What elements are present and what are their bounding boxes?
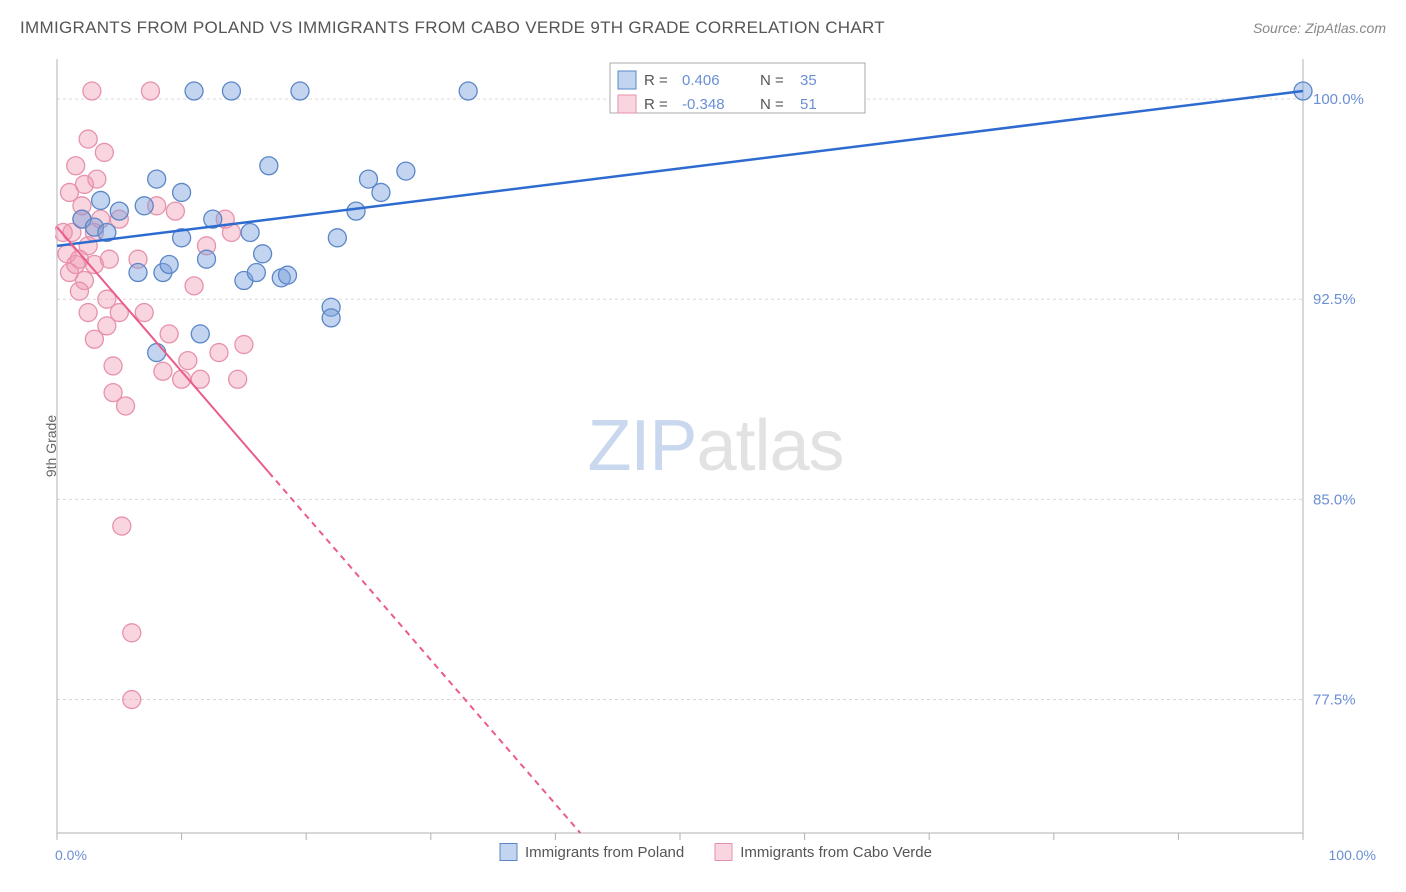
data-point	[372, 183, 390, 201]
data-point	[70, 282, 88, 300]
trend-line	[57, 91, 1303, 246]
data-point	[210, 344, 228, 362]
stats-r-value: -0.348	[682, 96, 725, 113]
data-point	[92, 191, 110, 209]
data-point	[123, 624, 141, 642]
stats-r-value: 0.406	[682, 72, 720, 89]
data-point	[247, 264, 265, 282]
data-point	[117, 397, 135, 415]
data-point	[95, 143, 113, 161]
y-tick-label: 77.5%	[1313, 692, 1356, 709]
chart-title: IMMIGRANTS FROM POLAND VS IMMIGRANTS FRO…	[20, 18, 885, 38]
data-point	[397, 162, 415, 180]
data-point	[135, 304, 153, 322]
stats-swatch-icon	[618, 71, 636, 89]
data-point	[113, 517, 131, 535]
data-point	[185, 277, 203, 295]
x-axis-min-label: 0.0%	[55, 847, 87, 863]
data-point	[260, 157, 278, 175]
stats-n-value: 51	[800, 96, 817, 113]
source-label: Source: ZipAtlas.com	[1253, 20, 1386, 36]
data-point	[79, 130, 97, 148]
y-axis-label: 9th Grade	[43, 415, 59, 477]
bottom-legend: Immigrants from Poland Immigrants from C…	[499, 843, 932, 861]
data-point	[160, 325, 178, 343]
data-point	[459, 82, 477, 100]
trend-line-dashed	[269, 472, 581, 833]
data-point	[235, 336, 253, 354]
data-point	[85, 330, 103, 348]
data-point	[166, 202, 184, 220]
legend-item-cabo-verde: Immigrants from Cabo Verde	[714, 843, 932, 861]
data-point	[328, 229, 346, 247]
chart-area: 9th Grade 77.5%85.0%92.5%100.0%R =0.406N…	[55, 51, 1376, 841]
stats-n-value: 35	[800, 72, 817, 89]
scatter-chart-svg: 77.5% 85.0% 92.5% 100.0% R = 0.406 N = 35 R = -0.…	[55, 51, 1375, 841]
data-point	[104, 357, 122, 375]
data-point	[160, 256, 178, 274]
stats-n-label: N =	[760, 72, 784, 89]
data-point	[75, 175, 93, 193]
stats-r-label: R =	[644, 96, 668, 113]
data-point	[123, 691, 141, 709]
data-point	[173, 183, 191, 201]
data-point	[279, 266, 297, 284]
data-point	[83, 82, 101, 100]
data-point	[179, 352, 197, 370]
data-point	[229, 370, 247, 388]
y-tick-label: 85.0%	[1313, 491, 1356, 508]
data-point	[141, 82, 159, 100]
y-tick-label: 92.5%	[1313, 291, 1356, 308]
data-point	[100, 250, 118, 268]
x-axis-max-label: 100.0%	[1329, 847, 1376, 863]
legend-swatch-icon	[714, 843, 732, 861]
data-point	[222, 82, 240, 100]
data-point	[110, 202, 128, 220]
legend-swatch-icon	[499, 843, 517, 861]
data-point	[198, 250, 216, 268]
legend-label: Immigrants from Cabo Verde	[740, 844, 932, 861]
x-axis-area: 0.0% Immigrants from Poland Immigrants f…	[55, 841, 1376, 871]
stats-n-label: N =	[760, 96, 784, 113]
y-tick-label: 100.0%	[1313, 91, 1364, 108]
data-point	[148, 344, 166, 362]
data-point	[148, 170, 166, 188]
legend-item-poland: Immigrants from Poland	[499, 843, 684, 861]
data-point	[241, 223, 259, 241]
data-point	[79, 304, 97, 322]
data-point	[291, 82, 309, 100]
data-point	[67, 157, 85, 175]
data-point	[135, 197, 153, 215]
data-point	[191, 325, 209, 343]
data-point	[154, 362, 172, 380]
data-point	[322, 309, 340, 327]
stats-r-label: R =	[644, 72, 668, 89]
legend-label: Immigrants from Poland	[525, 844, 684, 861]
data-point	[129, 264, 147, 282]
data-point	[185, 82, 203, 100]
stats-swatch-icon	[618, 95, 636, 113]
data-point	[254, 245, 272, 263]
data-point	[347, 202, 365, 220]
